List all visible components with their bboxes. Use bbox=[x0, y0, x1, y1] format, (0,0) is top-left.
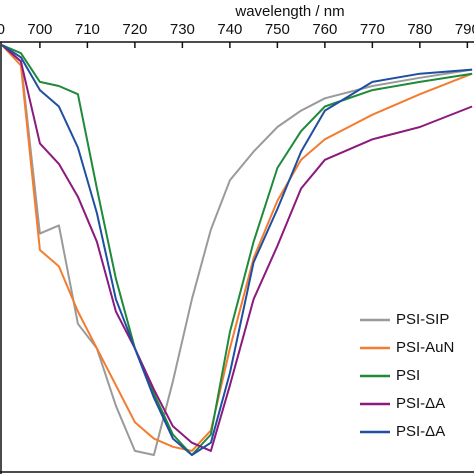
x-tick-label: 790 bbox=[455, 21, 474, 38]
x-tick-label: 710 bbox=[75, 21, 100, 38]
legend-label: PSI-ΔA bbox=[396, 395, 445, 412]
x-axis-label: wavelength / nm bbox=[234, 3, 344, 20]
x-tick-label: 770 bbox=[360, 21, 385, 38]
legend-label: PSI-ΔA bbox=[396, 423, 445, 440]
x-tick-label: 760 bbox=[312, 21, 337, 38]
x-tick-label: 780 bbox=[407, 21, 432, 38]
x-tick-label: 750 bbox=[265, 21, 290, 38]
x-tick-label: 730 bbox=[170, 21, 195, 38]
x-tick-label: 740 bbox=[217, 21, 242, 38]
series-line bbox=[1, 44, 473, 452]
legend-label: PSI bbox=[396, 367, 420, 384]
x-tick-label: 690 bbox=[0, 21, 5, 38]
series-line bbox=[1, 44, 473, 456]
series-line bbox=[1, 44, 473, 456]
legend-label: PSI-SIP bbox=[396, 311, 449, 328]
x-tick-label: 700 bbox=[27, 21, 52, 38]
series-line bbox=[1, 44, 473, 452]
x-tick-label: 720 bbox=[122, 21, 147, 38]
series-line bbox=[1, 44, 473, 456]
legend-label: PSI-AuN bbox=[396, 339, 454, 356]
